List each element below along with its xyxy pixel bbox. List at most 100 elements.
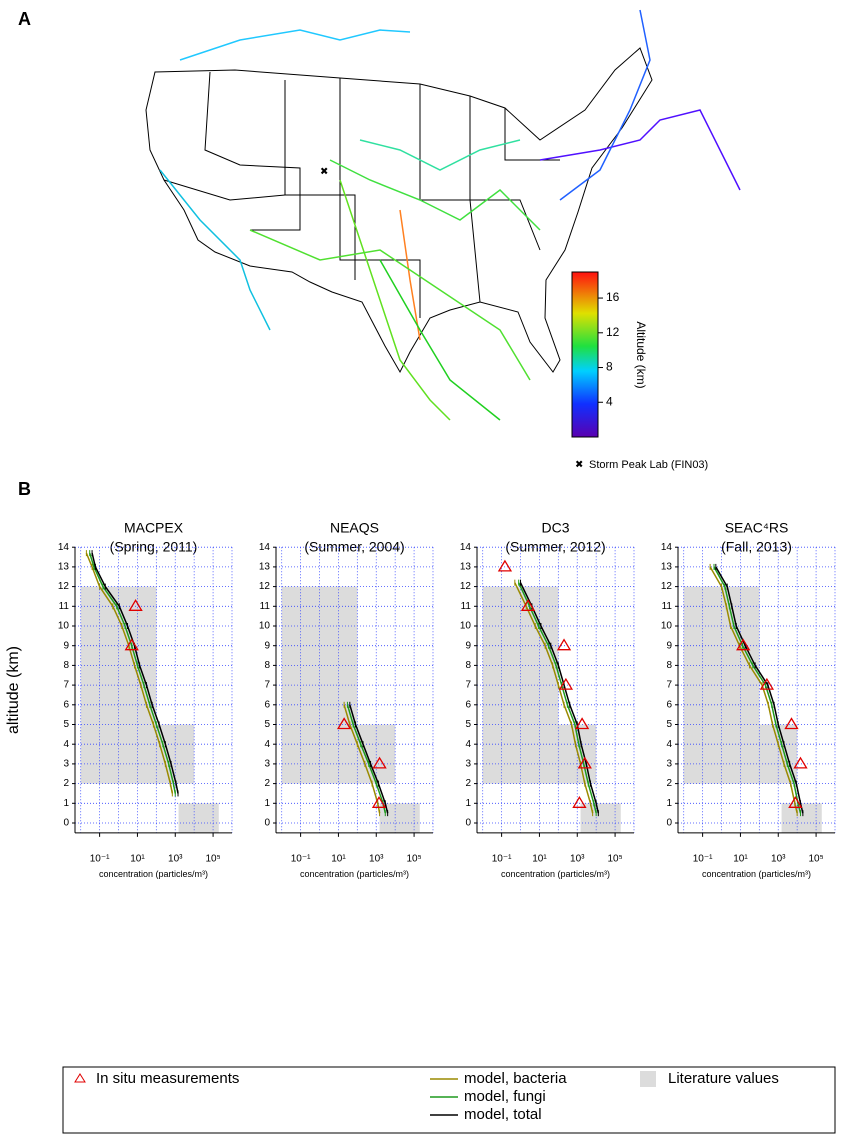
y-tick-label: 11 (461, 601, 472, 612)
y-tick-label: 14 (460, 542, 472, 553)
y-tick-label: 3 (666, 759, 672, 770)
x-tick-label: 10⁵ (808, 853, 823, 864)
legend-swatch (640, 1071, 656, 1087)
legend-label: model, fungi (464, 1088, 546, 1105)
x-tick-label: 10⁵ (607, 853, 622, 864)
y-tick-label: 9 (465, 640, 471, 651)
model-line (91, 552, 179, 794)
chart-title: SEAC⁴RS (725, 520, 789, 536)
x-axis-label: concentration (particles/m³) (501, 869, 610, 879)
in-situ-marker (574, 717, 590, 730)
y-tick-label: 7 (666, 680, 672, 691)
x-tick-label: 10³ (369, 853, 384, 864)
y-tick-label: 3 (264, 759, 270, 770)
y-tick-label: 5 (63, 719, 69, 730)
in-situ-marker (556, 638, 572, 651)
legend-label: model, total (464, 1106, 542, 1123)
flight-tracks (159, 9, 741, 421)
y-tick-label: 7 (465, 680, 471, 691)
y-tick-label: 13 (460, 562, 472, 573)
y-tick-label: 14 (58, 542, 70, 553)
in-situ-marker (577, 756, 592, 769)
y-tick-label: 12 (58, 581, 70, 592)
y-tick-label: 10 (661, 621, 673, 632)
legend-label: In situ measurements (96, 1070, 239, 1087)
y-tick-label: 12 (259, 581, 271, 592)
y-tick-label: 14 (259, 542, 271, 553)
literature-box (281, 724, 396, 784)
y-tick-label: 9 (63, 640, 69, 651)
x-tick-label: 10¹ (130, 853, 145, 864)
chart-title: NEAQS (330, 520, 379, 536)
y-tick-label: 10 (58, 621, 70, 632)
y-tick-label: 9 (666, 640, 672, 651)
colorbar-tick-label: 12 (606, 325, 620, 339)
in-situ-marker (793, 756, 808, 769)
y-tick-label: 5 (264, 719, 270, 730)
x-axis-label: concentration (particles/m³) (99, 869, 208, 879)
y-tick-label: 2 (264, 778, 270, 789)
x-tick-label: 10³ (168, 853, 183, 864)
model-line (85, 552, 174, 794)
y-tick-label: 9 (264, 640, 270, 651)
marker-symbol: ✖ (575, 460, 583, 471)
y-tick-label: 7 (264, 680, 270, 691)
y-tick-label: 5 (465, 719, 471, 730)
x-tick-label: 10¹ (532, 853, 547, 864)
y-tick-label: 1 (264, 798, 270, 809)
y-tick-label: 4 (465, 739, 471, 750)
x-tick-label: 10⁵ (406, 853, 421, 864)
in-situ-marker (558, 677, 574, 690)
literature-box (580, 803, 621, 833)
x-tick-label: 10⁻¹ (492, 853, 512, 864)
y-tick-label: 8 (465, 660, 471, 671)
y-tick-label: 7 (63, 680, 69, 691)
y-tick-label: 11 (260, 601, 271, 612)
in-situ-marker (124, 638, 139, 651)
in-situ-marker (372, 756, 387, 769)
y-tick-label: 4 (264, 739, 270, 750)
in-situ-marker (520, 599, 536, 611)
y-tick-label: 12 (460, 581, 472, 592)
chart-title: MACPEX (124, 520, 184, 536)
x-tick-label: 10⁵ (205, 853, 220, 864)
in-situ-marker (572, 796, 587, 808)
site-marker: ✖ (320, 167, 328, 178)
legend-label: model, bacteria (464, 1070, 567, 1087)
in-situ-marker (759, 677, 775, 690)
x-tick-label: 10¹ (331, 853, 346, 864)
colorbar-tick-label: 8 (606, 360, 613, 374)
y-tick-label: 10 (259, 621, 271, 632)
x-axis-label: concentration (particles/m³) (702, 869, 811, 879)
us-map (145, 47, 653, 374)
y-tick-label: 14 (661, 542, 673, 553)
x-tick-label: 10³ (570, 853, 585, 864)
legend: In situ measurements model, bacteriamodel… (74, 1070, 779, 1123)
model-line (88, 552, 176, 794)
colorbar-tick-label: 16 (606, 290, 620, 304)
colorbar-tick-label: 4 (606, 394, 613, 408)
in-situ-marker (371, 796, 387, 808)
in-situ-marker (336, 717, 352, 730)
panel-label: B (18, 479, 31, 499)
y-tick-label: 3 (465, 759, 471, 770)
y-tick-label: 1 (63, 798, 69, 809)
colorbar-label: Altitude (km) (634, 321, 648, 388)
y-tick-label: 3 (63, 759, 69, 770)
chart-subtitle: (Spring, 2011) (110, 539, 198, 555)
y-tick-label: 8 (264, 660, 270, 671)
y-tick-label: 8 (63, 660, 69, 671)
in-situ-marker (784, 717, 799, 730)
chart-title: DC3 (541, 520, 569, 536)
legend-box (62, 1066, 836, 1134)
profile-panels: MACPEX(Spring, 2011)01234567891011121314… (5, 520, 836, 879)
colorbar-axis: 4 8 12 16 (598, 290, 620, 408)
x-tick-label: 10¹ (733, 853, 748, 864)
y-tick-label: 6 (465, 699, 471, 710)
y-tick-label: 0 (264, 818, 270, 829)
chart-subtitle: (Fall, 2013) (721, 539, 792, 555)
colorbar (571, 271, 599, 438)
y-tick-label: 6 (264, 699, 270, 710)
in-situ-marker (788, 796, 803, 808)
y-tick-label: 4 (63, 739, 69, 750)
